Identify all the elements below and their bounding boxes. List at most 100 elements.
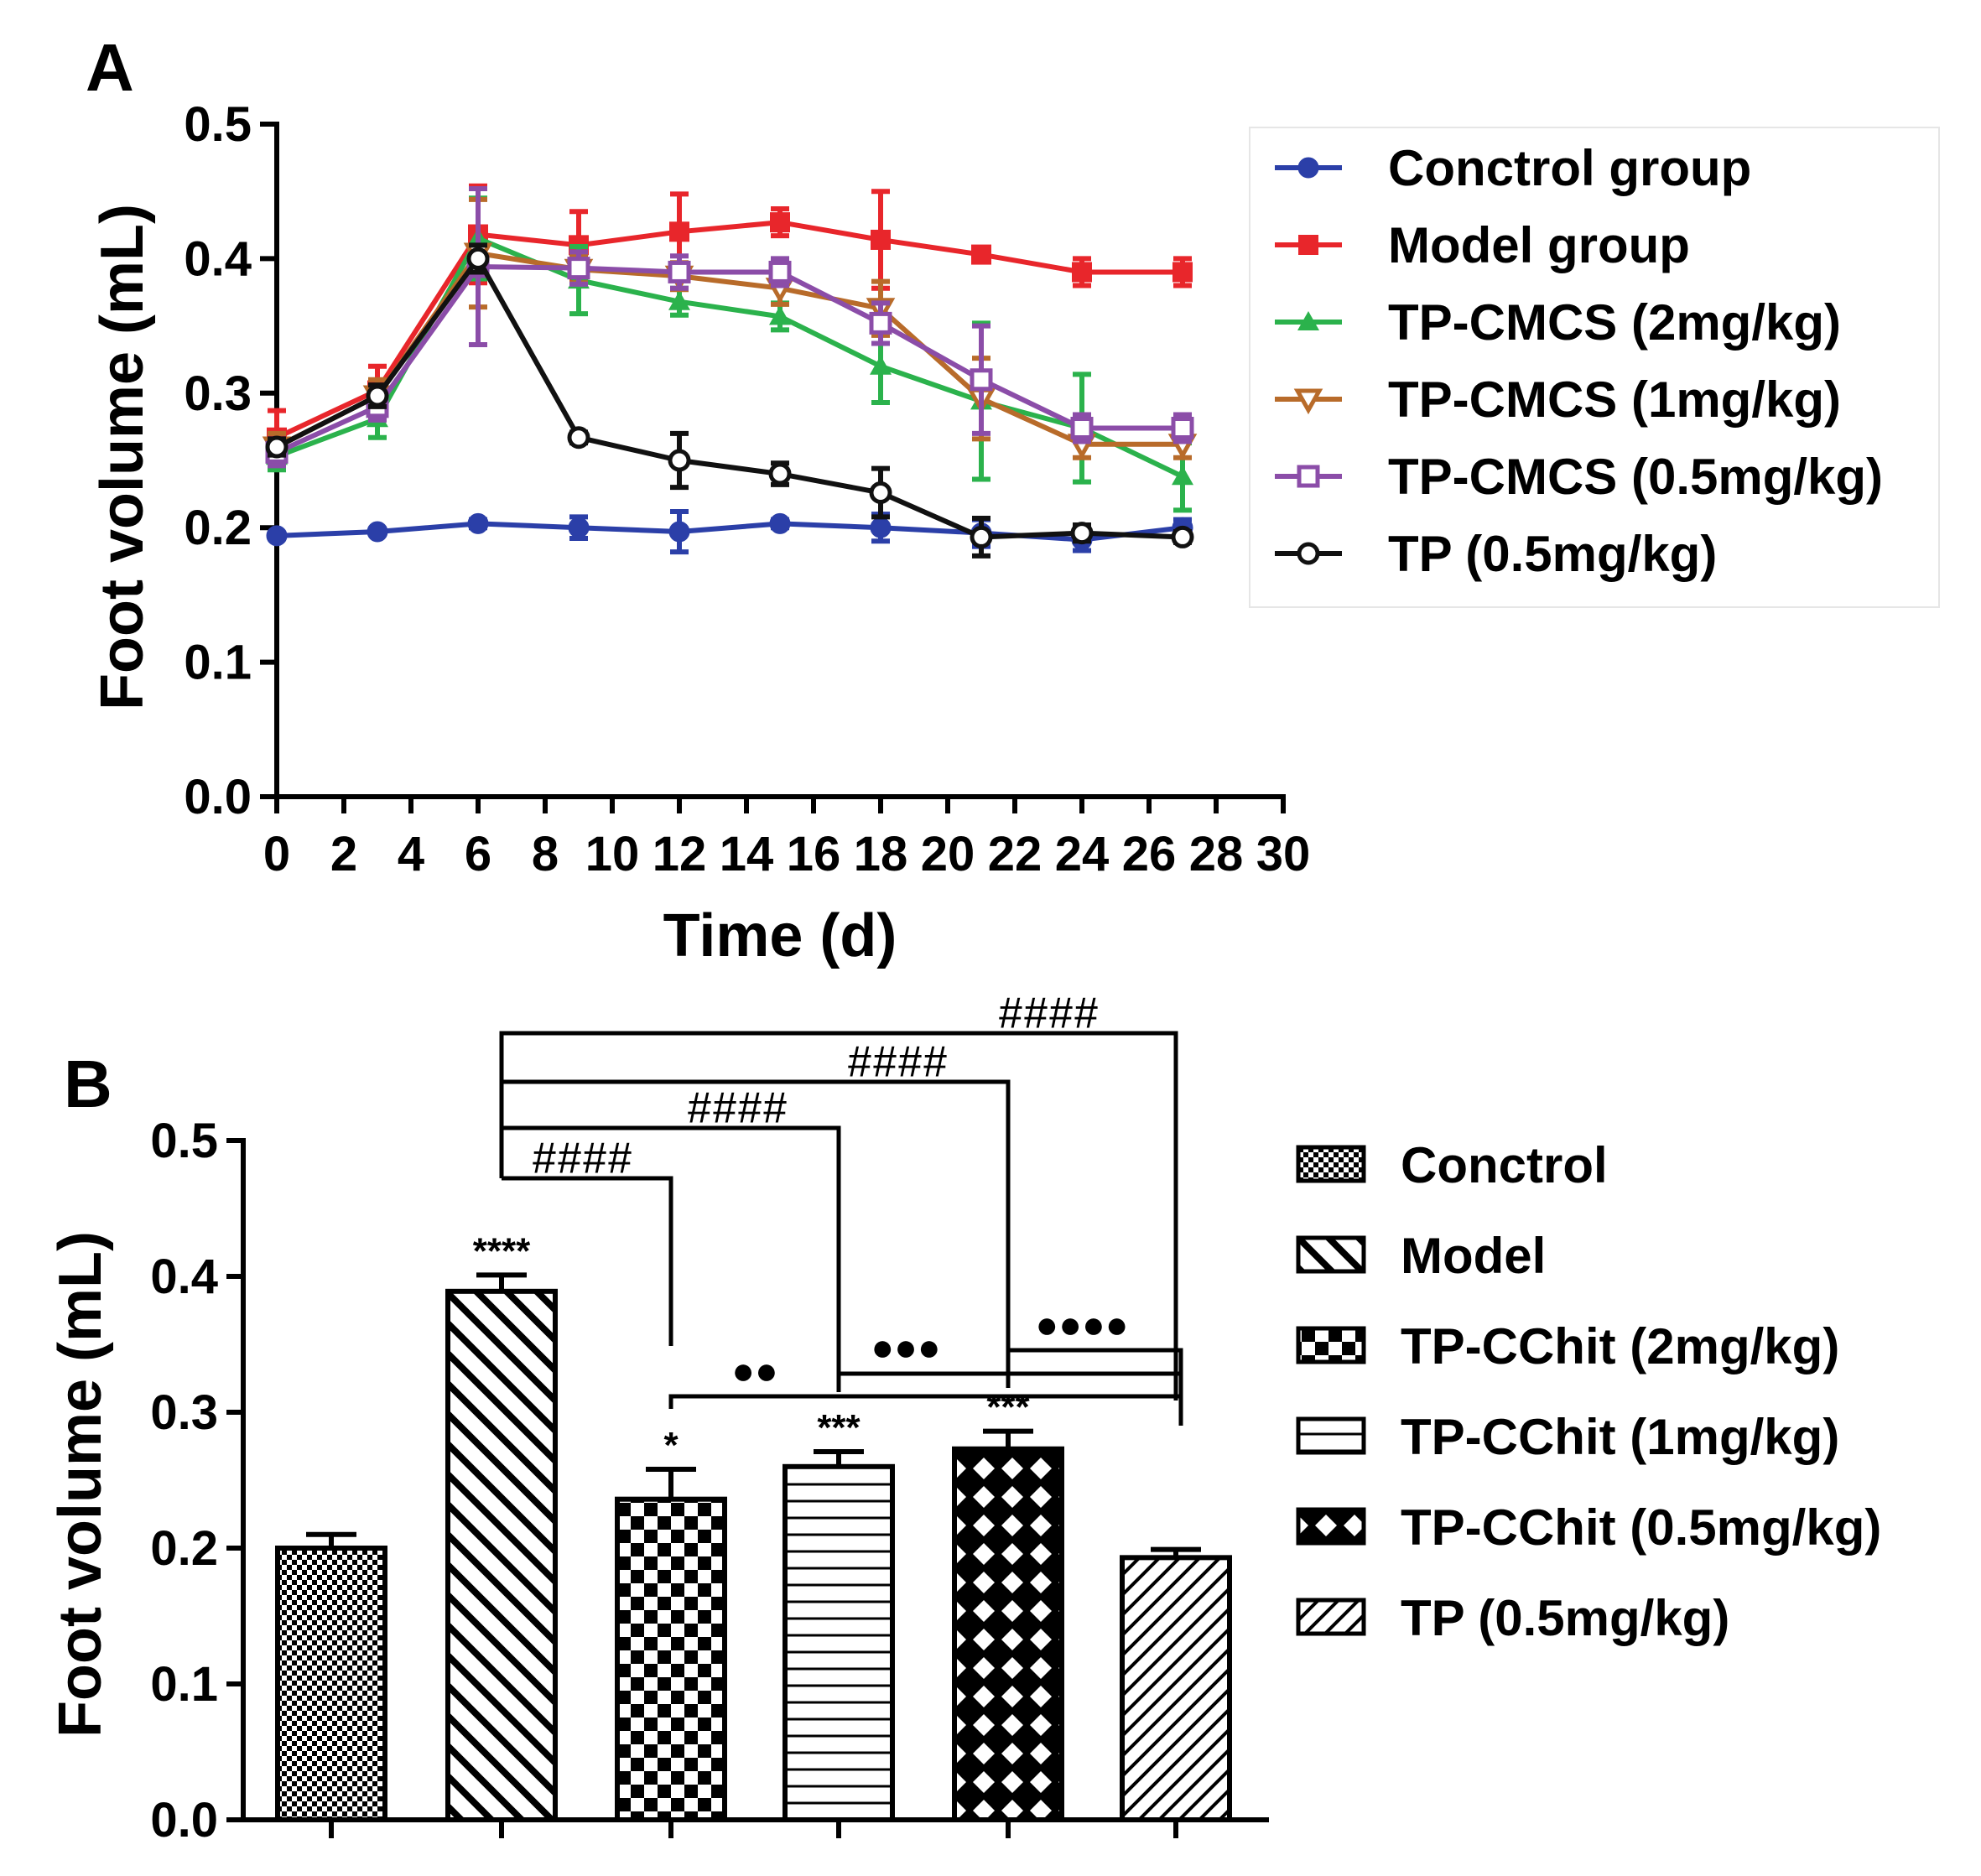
data-point: [770, 212, 790, 233]
significance-stars: ***: [817, 1407, 861, 1448]
legend-swatch: [1296, 1326, 1366, 1364]
panel-a-x-tick-label: 28: [1189, 827, 1244, 881]
dot-significance: ●●●: [871, 1325, 940, 1369]
panel-a-legend: Conctrol group Model group TP-CMCS (2mg/kg…: [1275, 140, 1883, 582]
data-point: [1172, 465, 1193, 486]
panel-b-y-tick-label: 0.0: [150, 1793, 218, 1847]
data-point: [1172, 262, 1193, 283]
legend-item: TP-CChit (0.5mg/kg): [1296, 1499, 1881, 1556]
panel-a-y-axis-title: Foot volume (mL): [89, 204, 156, 710]
panel-b-axes: 0.0 0.1 0.2 0.3 0.4 0.5: [150, 1114, 1269, 1847]
data-point: [768, 260, 792, 283]
legend-label: TP (0.5mg/kg): [1401, 1590, 1729, 1646]
panel-a-x-axis-title: Time (d): [663, 902, 897, 969]
legend-item: TP-CMCS (2mg/kg): [1275, 294, 1841, 351]
panel-a-x-tick-label: 12: [653, 827, 707, 881]
data-point: [1072, 262, 1092, 283]
data-point: [668, 260, 691, 283]
legend-label: TP (0.5mg/kg): [1388, 526, 1717, 582]
data-point: [568, 517, 590, 538]
bar-tp-0-5mg-kg: [1120, 1555, 1232, 1822]
data-point: [870, 355, 892, 375]
panel-b-y-tick-label: 0.2: [150, 1521, 218, 1576]
legend-label: TP-CChit (0.5mg/kg): [1401, 1499, 1881, 1556]
panel-a-x-tick-label: 16: [787, 827, 841, 881]
panel-a-y-tick-label: 0.5: [184, 97, 252, 152]
legend-item: Model group: [1275, 217, 1690, 273]
panel-a-x-tick-label: 18: [854, 827, 908, 881]
panel-a-x-tick-label: 6: [465, 827, 491, 881]
data-point: [970, 368, 993, 392]
panel-a-y-tick-label: 0.0: [184, 770, 252, 824]
data-point: [971, 244, 991, 265]
panel-b-y-tick-label: 0.4: [150, 1250, 218, 1304]
panel-a-series: [262, 183, 1198, 559]
panel-a-y-tick-label: 0.1: [184, 636, 252, 690]
legend-label: Conctrol group: [1388, 140, 1751, 196]
dot-bracket: [1006, 1348, 1183, 1396]
panel-b-y-tick-label: 0.5: [150, 1114, 218, 1168]
series-line: [275, 253, 1183, 540]
legend-label: TP-CChit (2mg/kg): [1401, 1318, 1839, 1375]
panel-a-x-tick-label: 22: [988, 827, 1042, 881]
legend-marker: [1297, 542, 1320, 565]
legend-marker: [1293, 388, 1323, 415]
series-tp-cmcs-0-5mg-kg: [265, 185, 1194, 469]
panel-b-bars: ***** *** ***: [275, 1230, 1232, 1823]
legend-item: Model: [1296, 1228, 1546, 1284]
hash-significance: ####: [998, 988, 1099, 1038]
series-tp-0-5mg-kg: [265, 242, 1194, 559]
data-point: [668, 521, 690, 543]
legend-swatch: [1296, 1598, 1366, 1636]
data-point: [769, 512, 791, 534]
legend-swatch: [1296, 1235, 1366, 1274]
dot-bracket: [836, 1371, 1181, 1392]
data-point: [668, 449, 691, 472]
panel-a-x-tick-label: 30: [1256, 827, 1311, 881]
significance-stars: *: [663, 1425, 679, 1466]
legend-marker: [1298, 235, 1318, 255]
data-point: [1070, 522, 1094, 545]
legend-item: TP (0.5mg/kg): [1296, 1590, 1729, 1646]
legend-label: Conctrol: [1401, 1137, 1608, 1193]
data-point: [970, 525, 993, 548]
panel-b-annotations: ################●●●●●●●●●: [499, 988, 1183, 1426]
panel-a-y-tick-label: 0.3: [184, 366, 252, 421]
bar-tp-cchit-2mg-kg: [615, 1496, 727, 1823]
panel-a-x-tick-label: 14: [720, 827, 774, 881]
hash-significance: ####: [687, 1083, 788, 1133]
legend-swatch: [1296, 1507, 1366, 1546]
panel-a-legend-box: [1249, 127, 1940, 608]
legend-item: TP-CChit (1mg/kg): [1296, 1409, 1839, 1465]
comparison-bracket: [502, 1176, 673, 1346]
data-point: [467, 512, 489, 534]
data-point: [1070, 417, 1094, 440]
legend-label: TP-CMCS (2mg/kg): [1388, 294, 1841, 351]
panel-a-x-tick-label: 8: [532, 827, 559, 881]
panel-a-x-tick-label: 2: [330, 827, 357, 881]
hash-significance: ####: [532, 1133, 632, 1183]
significance-stars: ***: [986, 1387, 1030, 1428]
legend-swatch: [1296, 1416, 1366, 1455]
data-point: [769, 305, 791, 325]
legend-label: TP-CChit (1mg/kg): [1401, 1409, 1839, 1465]
legend-marker: [1297, 157, 1319, 179]
legend-marker: [1297, 311, 1319, 330]
panel-b-y-axis-title: Foot volume (mL): [47, 1231, 114, 1738]
comparison-bracket: [499, 1031, 1178, 1401]
data-point: [870, 517, 892, 538]
legend-label: Model: [1401, 1228, 1546, 1284]
bar-tp-cchit-1mg-kg: [783, 1463, 895, 1823]
data-point: [871, 229, 891, 250]
dot-bracket: [668, 1394, 1183, 1426]
legend-swatch: [1296, 1145, 1366, 1183]
legend-item: TP-CMCS (1mg/kg): [1275, 372, 1841, 428]
bar-tp-cchit-0-5mg-kg: [952, 1446, 1064, 1822]
bar-conctrol: [275, 1546, 387, 1822]
series-line: [275, 220, 1183, 440]
data-point: [768, 462, 792, 486]
data-point: [1171, 525, 1194, 548]
data-point: [668, 290, 690, 310]
data-point: [567, 426, 590, 450]
panel-a-x-tick-label: 10: [585, 827, 640, 881]
